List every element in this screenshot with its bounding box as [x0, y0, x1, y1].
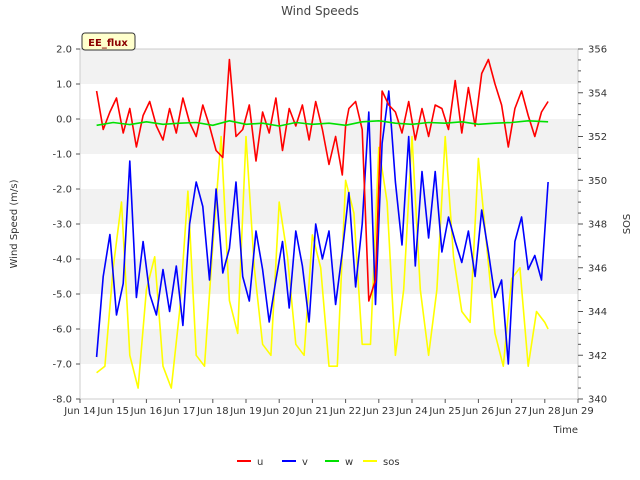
- x-tick-label: Jun 24: [395, 406, 428, 417]
- x-axis-ticks: Jun 14 Jun 15 Jun 16 Jun 17 Jun 18 Jun 19 Jun …: [63, 399, 594, 417]
- y-tick-label: -3.0: [52, 220, 72, 231]
- legend-label-w: w: [345, 457, 353, 468]
- y-tick-label: -4.0: [52, 255, 72, 266]
- y2-tick-label: 346: [588, 263, 607, 274]
- x-tick-label: Jun 17: [163, 406, 196, 417]
- x-tick-label: Jun 28: [528, 406, 561, 417]
- y2-tick-label: 344: [588, 307, 607, 318]
- x-tick-label: Jun 15: [96, 406, 129, 417]
- y2-tick-label: 356: [588, 45, 607, 56]
- background-bands: [80, 49, 578, 364]
- x-tick-label: Jun 19: [229, 406, 262, 417]
- x-tick-label: Jun 29: [561, 406, 594, 417]
- series-line-w: [96, 120, 549, 127]
- y-axis-ticks: -8.0 -7.0 -6.0 -5.0 -4.0 -3.0 -2.0 -1.0 0.0 1.0 2.…: [52, 45, 80, 406]
- y-tick-label: -8.0: [52, 395, 72, 406]
- x-tick-label: Jun 14: [63, 406, 96, 417]
- y2-tick-label: 342: [588, 351, 607, 362]
- y-tick-label: 0.0: [56, 115, 72, 126]
- x-tick-label: Jun 23: [362, 406, 395, 417]
- series-line-u: [95, 58, 549, 302]
- y2-axis-ticks: 340 342 344 346 348 350 352 354 356: [578, 45, 607, 406]
- legend-label-v: v: [302, 457, 308, 468]
- grid-band: [80, 49, 578, 84]
- y2-tick-label: 354: [588, 88, 607, 99]
- badge-label: EE_flux: [88, 38, 128, 49]
- grid-band: [80, 259, 578, 294]
- legend: u v w sos: [237, 457, 400, 468]
- legend-label-sos: sos: [383, 457, 400, 468]
- chart-title: Wind Speeds: [281, 4, 359, 18]
- y2-tick-label: 348: [588, 220, 607, 231]
- x-tick-label: Jun 21: [296, 406, 329, 417]
- y-tick-label: 1.0: [56, 80, 72, 91]
- x-tick-label: Jun 18: [196, 406, 229, 417]
- legend-label-u: u: [257, 457, 263, 468]
- y2-tick-label: 340: [588, 395, 607, 406]
- y-tick-label: -1.0: [52, 150, 72, 161]
- y-tick-label: -5.0: [52, 290, 72, 301]
- grid-band: [80, 119, 578, 154]
- x-tick-label: Jun 26: [462, 406, 495, 417]
- x-axis-label: Time: [553, 425, 578, 436]
- y-tick-label: 2.0: [56, 45, 72, 56]
- y2-axis-label: SOS: [622, 214, 633, 235]
- y2-tick-label: 350: [588, 176, 607, 187]
- badge-box: [81, 32, 136, 51]
- x-tick-label: Jun 16: [130, 406, 163, 417]
- x-tick-label: Jun 22: [329, 406, 362, 417]
- y-axis-label: Wind Speed (m/s): [9, 179, 20, 268]
- series-layer: [95, 58, 549, 389]
- series-line-v: [95, 90, 549, 365]
- y-tick-label: -7.0: [52, 360, 72, 371]
- x-tick-label: Jun 20: [262, 406, 295, 417]
- y-tick-label: -6.0: [52, 325, 72, 336]
- ee-flux-badge: EE_flux: [81, 32, 136, 51]
- grid-band: [80, 189, 578, 224]
- x-tick-label: Jun 27: [495, 406, 528, 417]
- y-tick-label: -2.0: [52, 185, 72, 196]
- series-line-sos: [96, 135, 549, 389]
- y2-tick-label: 352: [588, 132, 607, 143]
- x-tick-label: Jun 25: [428, 406, 461, 417]
